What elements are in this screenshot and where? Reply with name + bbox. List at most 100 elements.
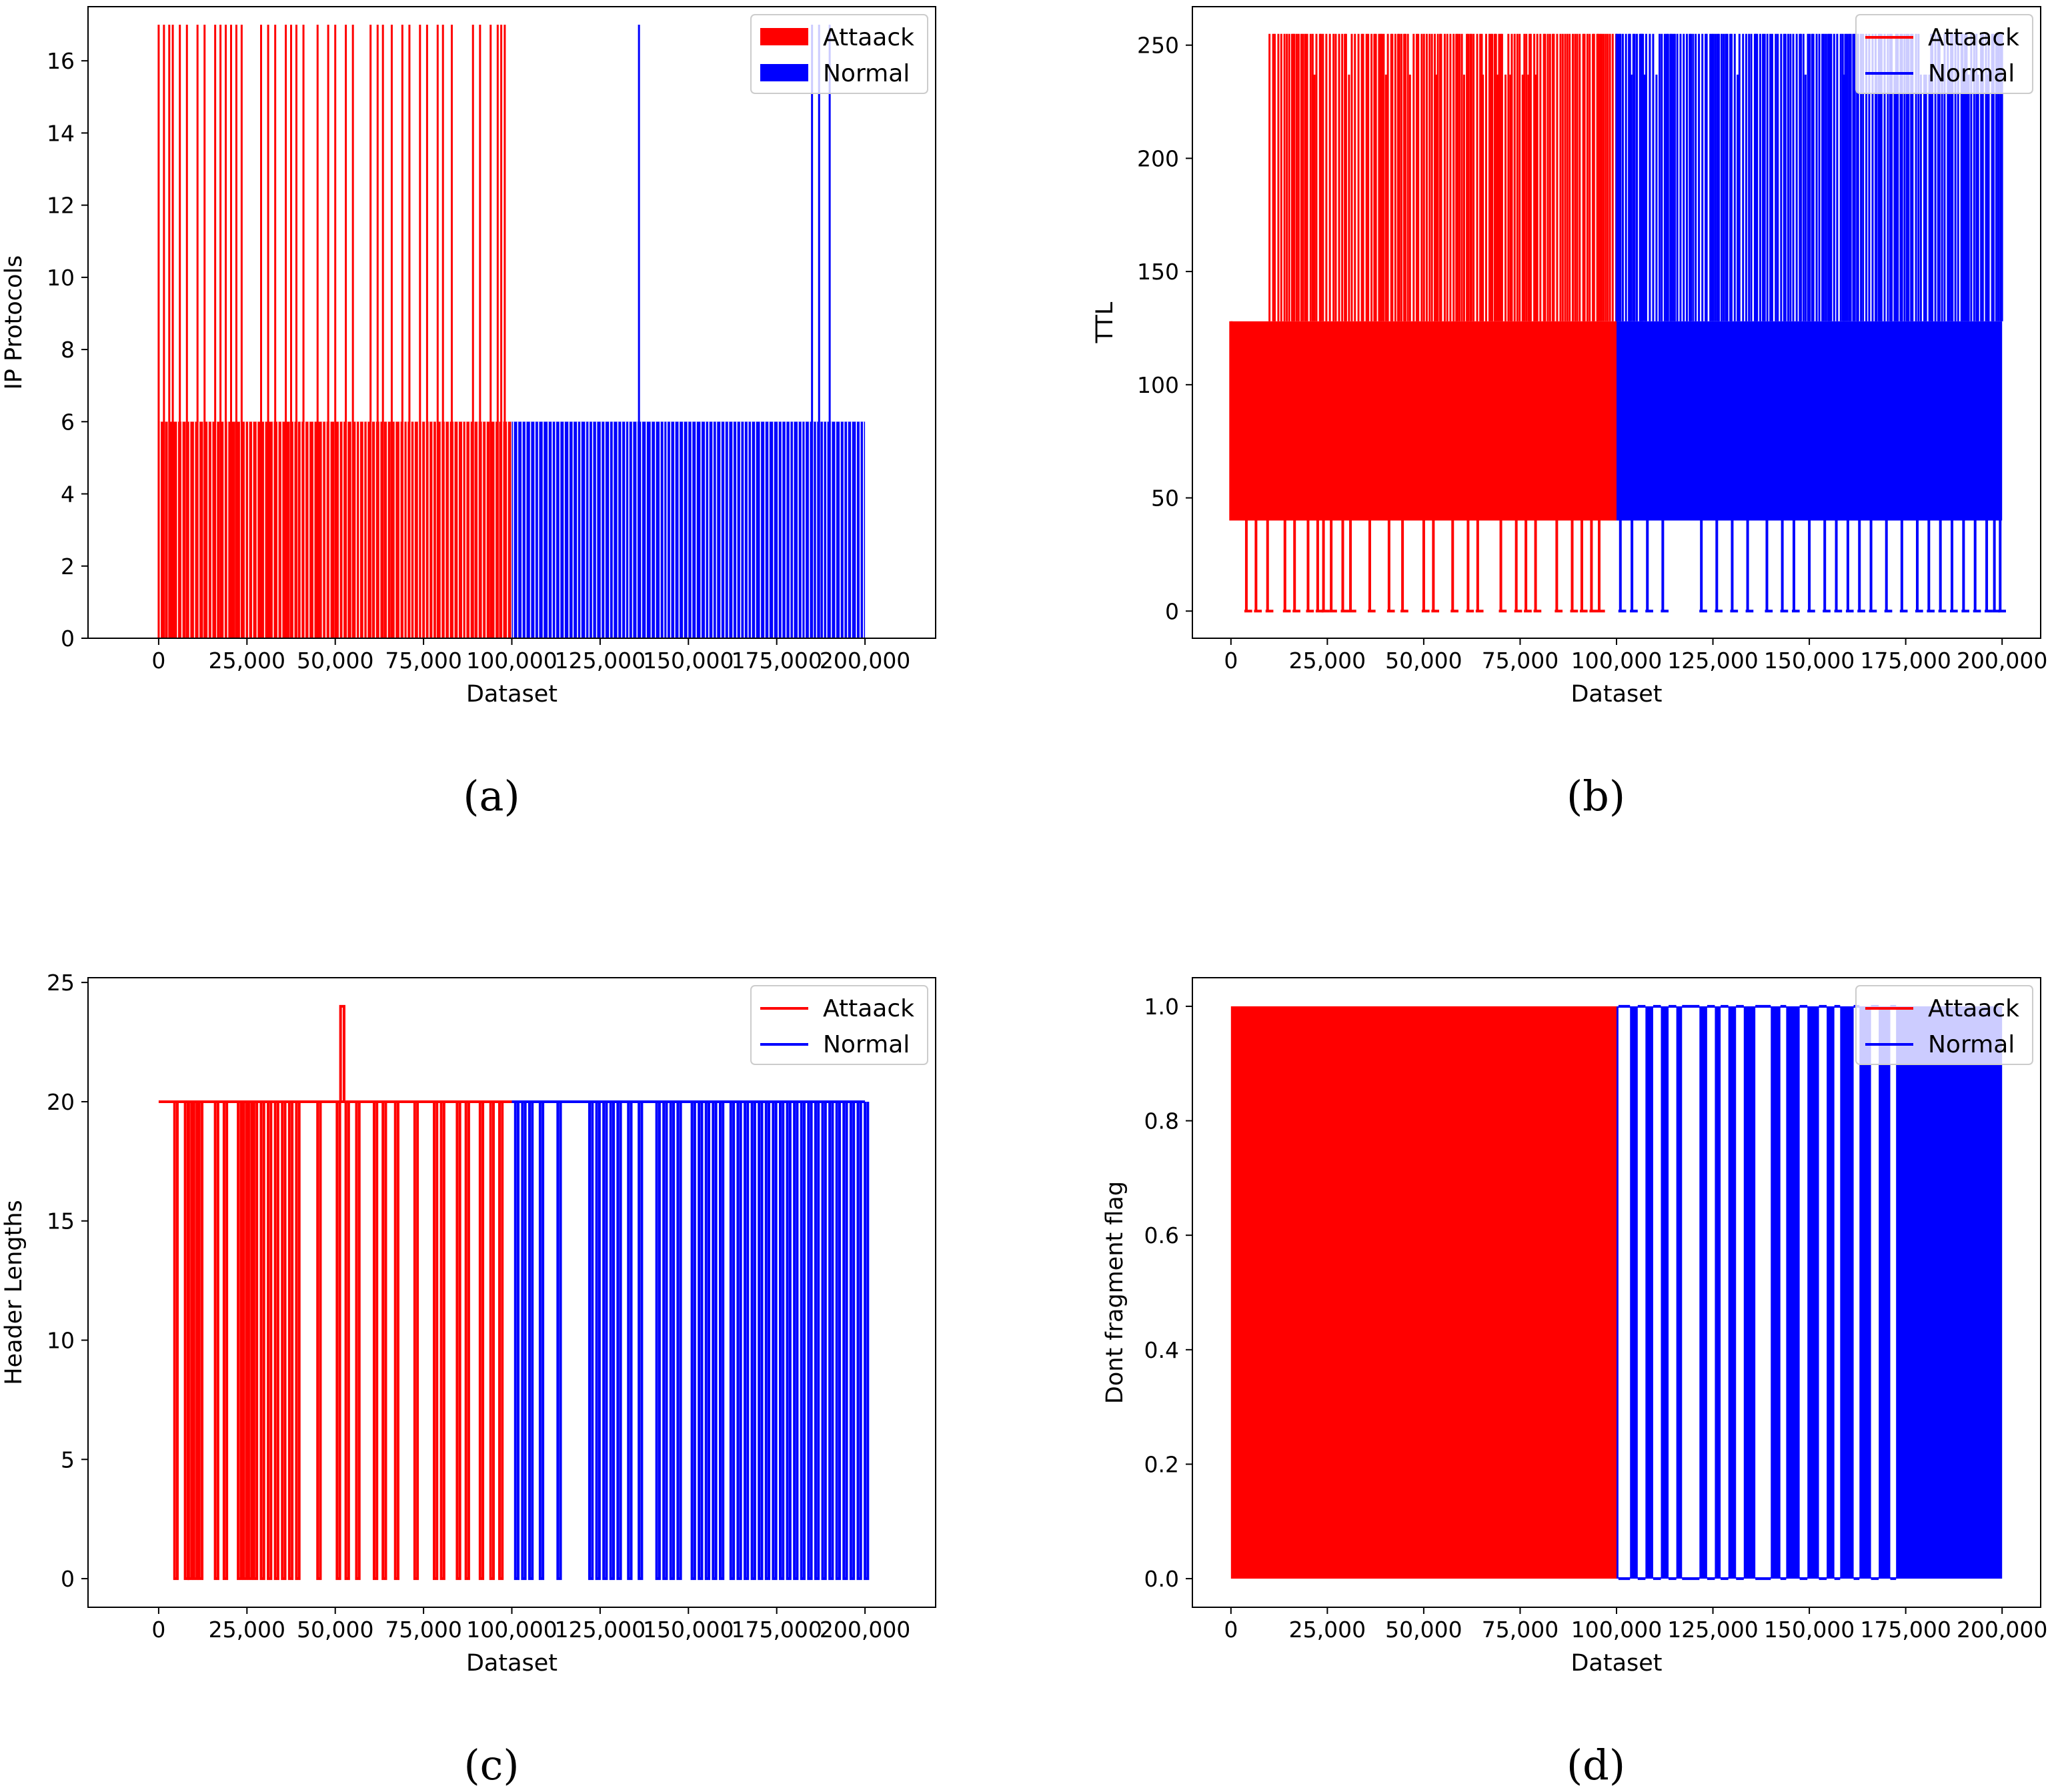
bar-gap — [417, 421, 419, 638]
gap — [1819, 1007, 1827, 1578]
y-tick-label: 12 — [47, 193, 75, 219]
bar-gap — [406, 421, 408, 638]
x-tick-label: 150,000 — [1764, 648, 1855, 674]
x-tick-label: 50,000 — [1385, 648, 1462, 674]
bar-gap — [263, 421, 265, 638]
gap — [1669, 1007, 1677, 1578]
bar-gap — [247, 421, 249, 638]
bar-gap — [636, 421, 638, 638]
legend-label: Normal — [1928, 60, 2015, 87]
solid-fill — [1617, 1006, 2003, 1579]
bar-gap — [421, 421, 423, 638]
drop-line — [655, 1101, 661, 1581]
bar-gap — [308, 421, 310, 638]
bar-gap — [577, 421, 578, 638]
x-tick-label: 0 — [1224, 1617, 1238, 1643]
drop-line — [413, 1101, 419, 1581]
bar-gap — [716, 421, 718, 638]
x-tick-label: 100,000 — [466, 1617, 557, 1643]
chart-panel-a: 0 25,000 50,000 75,000 100,000125,000150,000… — [1, 6, 936, 820]
bar-gap — [159, 421, 161, 638]
bar-gap — [826, 421, 828, 638]
y-tick-label: 0.2 — [1144, 1451, 1179, 1477]
legend-label: Normal — [823, 60, 910, 87]
bar-gap — [792, 421, 794, 638]
x-tick-label: 75,000 — [1482, 648, 1559, 674]
legend-label: Normal — [823, 1031, 910, 1058]
y-tick-label: 150 — [1137, 259, 1179, 285]
series-normal — [1617, 1004, 2003, 1581]
bar-gap — [403, 421, 405, 638]
bar-gap — [501, 421, 503, 638]
spike-bar — [818, 25, 820, 638]
spike-bar — [316, 25, 319, 638]
bar-gap — [585, 421, 587, 638]
drop-line — [267, 1101, 273, 1581]
x-tick-label: 100,000 — [1571, 648, 1662, 674]
bar-gap — [410, 421, 411, 638]
spike-bar — [240, 25, 243, 638]
bar-gap — [596, 421, 598, 638]
bar-gap — [530, 421, 532, 638]
bar-gap — [181, 421, 183, 638]
spike-bar — [401, 25, 403, 638]
spike-bar — [196, 25, 199, 638]
bar-gap — [856, 421, 857, 638]
gap — [1736, 1007, 1744, 1578]
x-tick-label: 25,000 — [1289, 1617, 1366, 1643]
y-tick-label: 0 — [61, 1566, 75, 1592]
spike-bar — [496, 25, 499, 638]
bar-gap — [215, 421, 217, 638]
legend: Attaack Normal — [1855, 14, 2033, 94]
y-tick-label: 50 — [1151, 486, 1179, 512]
bar-gap — [592, 421, 594, 638]
drop-line — [786, 1101, 792, 1581]
bar-gap — [580, 421, 582, 638]
drop-line — [192, 1101, 199, 1581]
series-attaack — [1230, 33, 1617, 613]
bar-gap — [494, 421, 496, 638]
bar-gap — [355, 421, 357, 638]
bar-gap — [628, 421, 630, 638]
bar-gap — [812, 421, 814, 638]
drop-line — [772, 1101, 778, 1581]
drop-line — [609, 1101, 616, 1581]
y-tick-label: 15 — [47, 1208, 75, 1234]
y-tick-label: 200 — [1137, 145, 1179, 171]
gap — [1682, 1007, 1700, 1578]
x-tick-label: 150,000 — [643, 648, 734, 674]
x-axis-label: Dataset — [466, 681, 558, 708]
drop-line — [736, 1101, 742, 1581]
bar-gap — [513, 421, 514, 638]
panel-caption: (b) — [1567, 772, 1625, 820]
drop-line — [259, 1101, 265, 1581]
bar-gap — [781, 421, 783, 638]
bar-gap — [485, 421, 487, 638]
drop-line — [528, 1101, 534, 1581]
legend-label: Attaack — [823, 24, 914, 51]
bar-gap — [293, 421, 295, 638]
bar-gap — [211, 421, 213, 638]
drop-line — [690, 1101, 696, 1581]
drop-line — [849, 1101, 856, 1581]
series-attaack — [157, 25, 513, 638]
drop-line — [793, 1101, 799, 1581]
x-tick-label: 50,000 — [1385, 1617, 1462, 1643]
spike-bar — [425, 25, 428, 638]
spike-bar — [168, 25, 171, 638]
bar-gap — [778, 421, 779, 638]
bar-gap — [277, 421, 279, 638]
series-normal — [1615, 33, 2006, 613]
spike-bar — [267, 25, 269, 638]
drop-line — [814, 1101, 820, 1581]
panel-caption: (d) — [1567, 1741, 1625, 1789]
x-tick-label: 0 — [151, 648, 165, 674]
bar-gap — [724, 421, 726, 638]
drop-line — [616, 1101, 622, 1581]
bar-gap — [660, 421, 661, 638]
bar-gap — [300, 421, 302, 638]
spike-bar — [259, 25, 262, 638]
bar-gap — [768, 421, 770, 638]
bar-gap — [525, 421, 527, 638]
bar-gap — [359, 421, 361, 638]
